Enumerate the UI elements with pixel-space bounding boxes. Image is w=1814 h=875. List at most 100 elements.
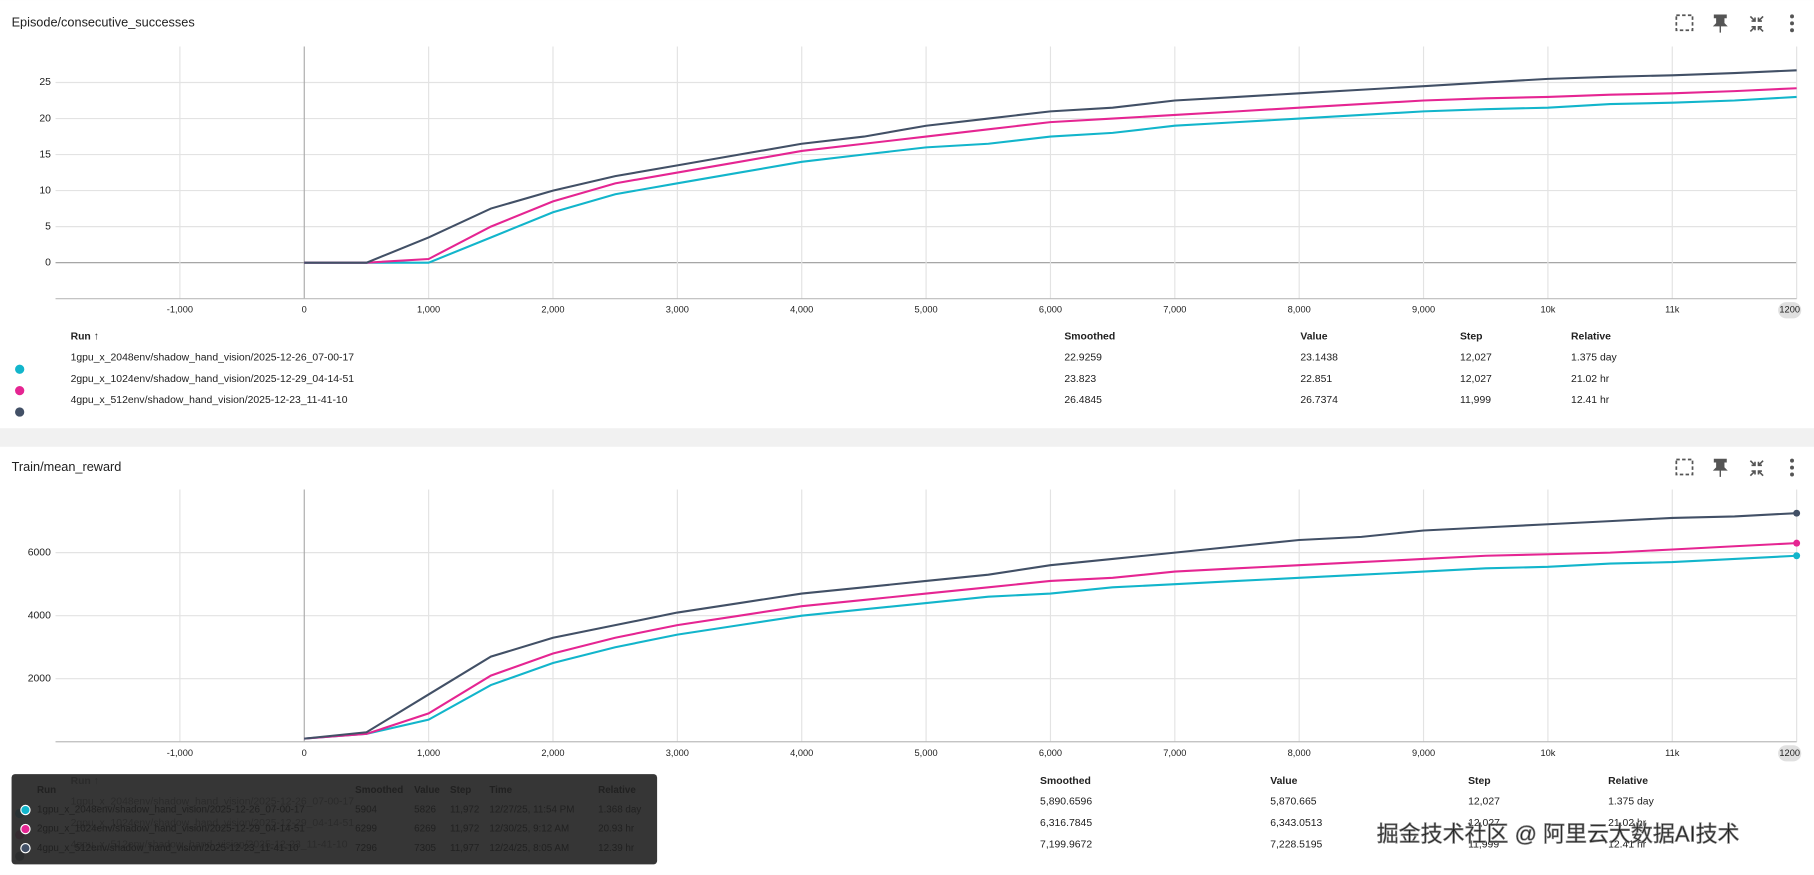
- y-tick-label: 0: [45, 257, 51, 268]
- table-cell: 11,999: [1468, 839, 1499, 850]
- tooltip-swatch: [20, 842, 31, 854]
- tooltip-cell: 5904: [355, 805, 377, 816]
- tooltip-header: Smoothed: [355, 785, 403, 796]
- tooltip-header: Relative: [598, 785, 636, 796]
- table-cell: 23.823: [1064, 374, 1096, 385]
- tooltip-cell: 20.93 hr: [598, 824, 635, 835]
- table-header: Smoothed: [1064, 332, 1115, 343]
- tooltip-header: Value: [414, 785, 440, 796]
- x-tick-label: 2,000: [541, 748, 564, 758]
- x-tick-label: 0: [302, 305, 307, 315]
- hover-point: [1793, 539, 1801, 547]
- y-tick-label: 6000: [28, 547, 51, 558]
- table-header: Relative: [1571, 332, 1611, 343]
- tooltip-swatch: [20, 823, 31, 835]
- x-tick-label: 10k: [1540, 305, 1555, 315]
- tooltip-cell: 5826: [414, 805, 436, 816]
- menu-button[interactable]: [1790, 21, 1794, 26]
- tooltip-cell: 12/30/25, 9:12 AM: [489, 824, 569, 835]
- y-tick-label: 4000: [28, 610, 51, 621]
- table-cell: 12.41 hr: [1571, 395, 1610, 406]
- fit-domain-button[interactable]: [1675, 14, 1694, 32]
- watermark: 掘金技术社区 @ 阿里云大数据AI技术: [1377, 821, 1740, 846]
- line: [304, 542, 1797, 740]
- tooltip-run: 4gpu_x_512env/shadow_hand_vision/2025-12…: [37, 843, 299, 854]
- tooltip-header: Run: [37, 785, 56, 796]
- line: [304, 69, 1797, 264]
- x-tick-label: 10k: [1540, 748, 1555, 758]
- table-header: Value: [1270, 776, 1297, 787]
- table-header: Step: [1468, 776, 1491, 787]
- pin-button[interactable]: [1712, 458, 1728, 477]
- table-header: Value: [1300, 332, 1327, 343]
- table-cell: 12,027: [1468, 797, 1500, 808]
- run-name: 4gpu_x_512env/shadow_hand_vision/2025-12…: [71, 395, 348, 406]
- menu-button[interactable]: [1790, 28, 1794, 33]
- x-tick-label: 6,000: [1039, 305, 1062, 315]
- pin-button[interactable]: [1712, 14, 1728, 33]
- fit-domain-button[interactable]: [1675, 458, 1694, 476]
- tooltip-cell: 1.368 day: [598, 805, 641, 816]
- y-tick-label: 15: [39, 149, 51, 160]
- tooltip-run: 1gpu_x_2048env/shadow_hand_vision/2025-1…: [37, 805, 305, 816]
- tooltip-cell: 6299: [355, 824, 377, 835]
- toolbar[interactable]: [1675, 458, 1794, 477]
- table-cell: 12,027: [1460, 352, 1492, 363]
- table-cell: 26.4845: [1064, 395, 1102, 406]
- menu-button[interactable]: [1790, 14, 1794, 19]
- x-tick-label: 0: [302, 748, 307, 758]
- menu-button[interactable]: [1790, 465, 1794, 470]
- tooltip-cell: 6269: [414, 824, 436, 835]
- tooltip-header: Step: [450, 785, 471, 796]
- menu-button[interactable]: [1790, 458, 1794, 463]
- collapse-button[interactable]: [1749, 460, 1764, 477]
- x-tick-label: 1200: [1779, 305, 1800, 315]
- menu-button[interactable]: [1790, 472, 1794, 477]
- table-cell: 23.1438: [1300, 352, 1338, 363]
- y-tick-label: 20: [39, 113, 51, 124]
- y-tick-label: 25: [39, 77, 51, 88]
- x-tick-label: 8,000: [1288, 748, 1311, 758]
- table-cell: 1.375 day: [1571, 352, 1618, 363]
- x-tick-label: 2,000: [541, 305, 564, 315]
- x-tick-label: 7,000: [1163, 748, 1186, 758]
- tooltip-cell: 11,977: [450, 843, 479, 854]
- y-tick-label: 2000: [28, 673, 51, 684]
- table-cell: 7,199.9672: [1040, 839, 1092, 850]
- tooltip-run: 2gpu_x_1024env/shadow_hand_vision/2025-1…: [37, 824, 305, 835]
- tooltip-box: [11, 774, 658, 865]
- tooltip-swatch: [20, 804, 31, 816]
- table-cell: 1.375 day: [1608, 797, 1655, 808]
- tooltip-cell: 11,972: [450, 805, 479, 816]
- x-tick-label: 1,000: [417, 748, 440, 758]
- x-tick-label: 5,000: [915, 305, 938, 315]
- line: [304, 95, 1797, 264]
- hover-step-chip: [1778, 745, 1802, 762]
- x-tick-label: -1,000: [167, 748, 193, 758]
- table-header: Run ↑: [71, 332, 99, 343]
- x-tick-label: 9,000: [1412, 305, 1435, 315]
- legend-swatch: [15, 386, 25, 396]
- x-tick-label: 6,000: [1039, 748, 1062, 758]
- table-cell: 22.9259: [1064, 352, 1102, 363]
- table-header: Relative: [1608, 776, 1648, 787]
- tooltip-header: Time: [489, 785, 512, 796]
- table-header: Step: [1460, 332, 1483, 343]
- line: [304, 512, 1797, 740]
- line: [304, 87, 1797, 264]
- table-cell: 22.851: [1300, 374, 1332, 385]
- x-tick-label: 5,000: [915, 748, 938, 758]
- x-tick-label: 4,000: [790, 305, 813, 315]
- table-cell: 7,228.5195: [1270, 839, 1322, 850]
- x-tick-label: 9,000: [1412, 748, 1435, 758]
- tooltip-cell: 7296: [355, 843, 377, 854]
- hover-step-chip: [1778, 302, 1802, 319]
- tooltip-cell: 12.39 hr: [598, 843, 635, 854]
- table-cell: 21.02 hr: [1571, 374, 1610, 385]
- collapse-button[interactable]: [1749, 15, 1764, 33]
- table-cell: 5,870.665: [1270, 797, 1317, 808]
- toolbar[interactable]: [1675, 14, 1794, 33]
- x-tick-label: 8,000: [1288, 305, 1311, 315]
